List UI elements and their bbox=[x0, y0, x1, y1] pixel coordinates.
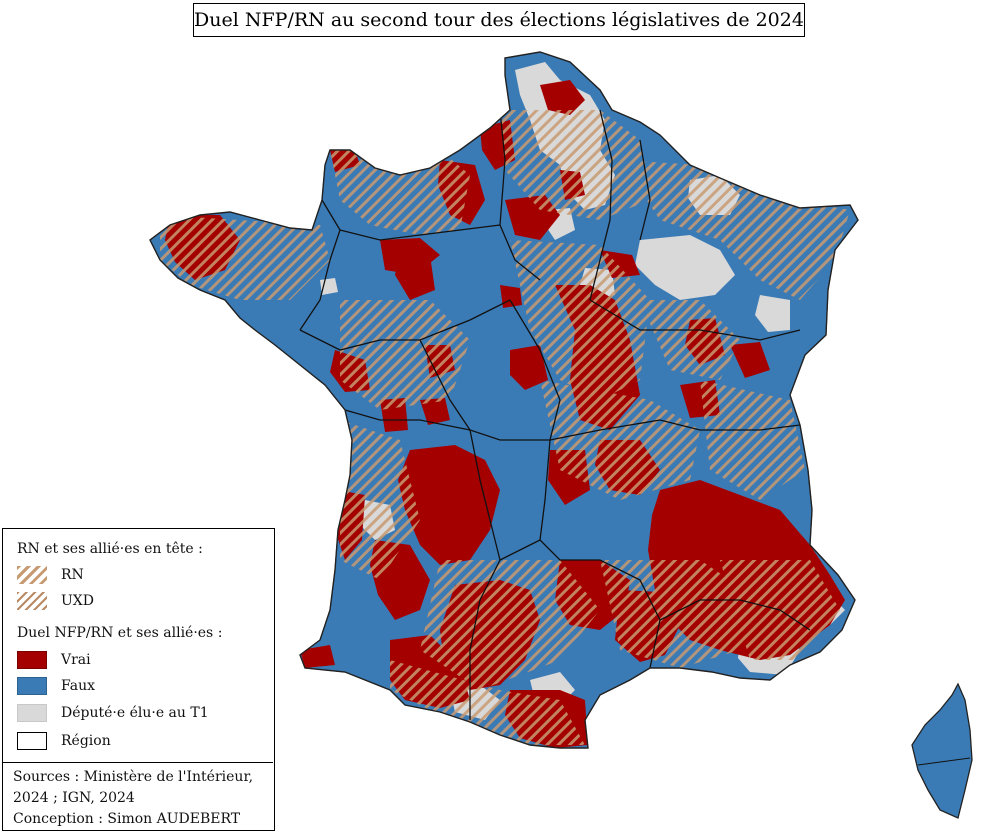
corsica-base bbox=[911, 682, 973, 819]
legend-label-vrai: Vrai bbox=[61, 652, 91, 668]
uxd-hatch-swatch bbox=[17, 592, 47, 610]
legend-section-duel: Duel NFP/RN et ses allié·es : bbox=[17, 625, 223, 641]
legend-label-elu: Député·e élu·e au T1 bbox=[61, 705, 209, 721]
rn-hatch-swatch bbox=[17, 566, 47, 584]
corsica bbox=[911, 682, 973, 819]
legend-box: RN et ses allié·es en tête : RN UXD Duel… bbox=[2, 528, 275, 831]
vrai-swatch bbox=[17, 651, 47, 669]
faux-swatch bbox=[17, 677, 47, 695]
legend-item-rn: RN bbox=[17, 565, 84, 585]
elu-t1-swatch bbox=[17, 704, 47, 722]
sources-block: Sources : Ministère de l'Intérieur, 2024… bbox=[3, 762, 273, 830]
legend-label-uxd: UXD bbox=[61, 593, 94, 609]
corsica-region-line bbox=[917, 757, 971, 766]
legend-label-faux: Faux bbox=[61, 678, 96, 694]
credits-line: Conception : Simon AUDEBERT bbox=[13, 811, 241, 827]
map-title: Duel NFP/RN au second tour des élections… bbox=[193, 3, 805, 37]
legend-item-elu: Député·e élu·e au T1 bbox=[17, 703, 209, 723]
legend-item-faux: Faux bbox=[17, 676, 95, 696]
mainland-france bbox=[149, 51, 859, 749]
sources-line-2: 2024 ; IGN, 2024 bbox=[13, 790, 135, 806]
legend-label-region: Région bbox=[61, 733, 111, 749]
mainland-outline bbox=[149, 51, 859, 749]
sources-line-1: Sources : Ministère de l'Intérieur, bbox=[13, 769, 254, 785]
legend-item-region: Région bbox=[17, 731, 111, 751]
region-swatch bbox=[17, 732, 47, 750]
region-boundaries bbox=[299, 109, 811, 720]
legend-item-vrai: Vrai bbox=[17, 650, 91, 670]
legend-item-uxd: UXD bbox=[17, 591, 94, 611]
legend-section-rn-head: RN et ses allié·es en tête : bbox=[17, 541, 203, 557]
legend-label-rn: RN bbox=[61, 567, 84, 583]
